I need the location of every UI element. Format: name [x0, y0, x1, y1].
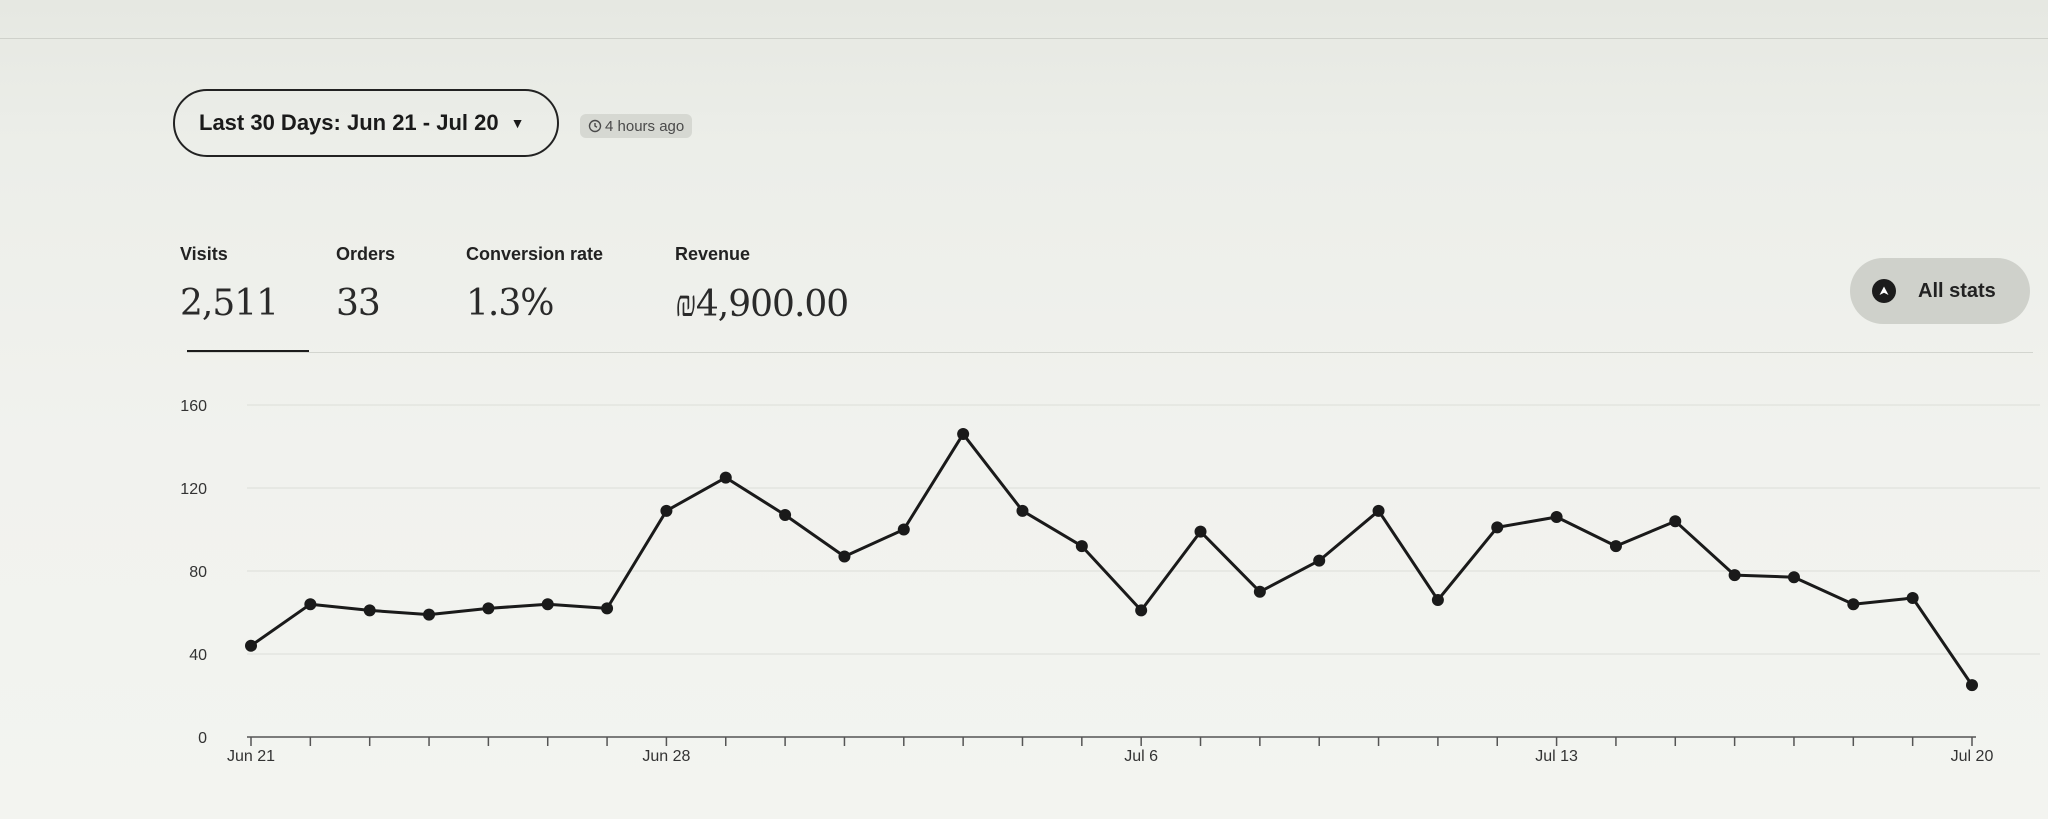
data-point — [660, 504, 673, 517]
data-point — [1966, 679, 1978, 692]
data-point — [1194, 525, 1207, 538]
y-tick-label: 40 — [189, 647, 207, 664]
data-point — [1372, 504, 1385, 517]
data-point — [1609, 540, 1622, 553]
stat-value: 33 — [336, 283, 381, 324]
stat-value: ₪4,900.00 — [675, 284, 849, 325]
top-divider — [0, 38, 2048, 39]
active-stat-indicator — [187, 350, 309, 353]
date-range-dropdown[interactable]: Last 30 Days: Jun 21 - Jul 20 ▼ — [173, 89, 559, 157]
data-point — [423, 608, 436, 621]
x-tick-label: Jul 13 — [1535, 748, 1578, 765]
date-range-label: Last 30 Days: Jun 21 - Jul 20 — [199, 110, 499, 135]
data-point — [363, 604, 376, 617]
x-tick-label: Jul 6 — [1124, 748, 1158, 765]
last-updated-badge: 4 hours ago — [580, 114, 693, 138]
x-tick-label: Jun 28 — [642, 748, 690, 765]
stat-label: Revenue — [675, 244, 751, 264]
data-point — [601, 602, 614, 615]
series-line — [250, 432, 1974, 686]
stat-label: Orders — [336, 244, 396, 264]
data-point — [1491, 521, 1504, 534]
data-point — [957, 428, 970, 441]
y-tick-label: 160 — [180, 398, 207, 415]
data-point — [1431, 594, 1444, 607]
stat-conversion-rate[interactable]: Conversion rate 1.3% — [466, 244, 603, 324]
data-point — [1135, 604, 1148, 617]
stat-value: 1.3% — [466, 283, 554, 324]
triangle-arrow-icon — [1872, 279, 1896, 303]
y-tick-label: 80 — [189, 564, 207, 581]
stats-divider — [187, 352, 2033, 353]
data-point — [838, 550, 851, 563]
data-point — [1728, 569, 1741, 582]
data-point — [1787, 571, 1800, 584]
stat-orders[interactable]: Orders 33 — [336, 244, 395, 324]
y-tick-label: 120 — [180, 481, 207, 498]
stat-label: Conversion rate — [466, 244, 604, 264]
data-point — [482, 602, 495, 615]
data-point — [897, 523, 910, 536]
stat-label: Visits — [180, 244, 228, 264]
data-point — [1075, 540, 1088, 553]
stat-revenue[interactable]: Revenue ₪4,900.00 — [675, 244, 849, 325]
data-point — [1847, 598, 1860, 611]
caret-down-icon: ▼ — [510, 115, 525, 131]
data-point — [719, 471, 732, 484]
data-point — [1313, 554, 1326, 567]
data-point — [1016, 504, 1029, 517]
x-tick-label: Jul 20 — [1951, 748, 1994, 765]
clock-icon — [588, 119, 602, 133]
stat-value: 2,511 — [180, 283, 279, 324]
data-point — [1550, 511, 1563, 524]
last-updated-text: 4 hours ago — [605, 117, 685, 135]
stat-visits[interactable]: Visits 2,511 — [180, 244, 279, 324]
data-point — [541, 598, 554, 611]
x-tick-label: Jun 21 — [227, 748, 275, 765]
all-stats-button[interactable]: All stats — [1850, 258, 2030, 324]
data-point — [1253, 585, 1266, 598]
data-point — [245, 639, 257, 652]
data-point — [304, 598, 317, 611]
data-point — [1669, 515, 1682, 528]
y-tick-label: 0 — [198, 730, 207, 747]
data-point — [1906, 591, 1919, 604]
all-stats-label: All stats — [1918, 279, 1996, 302]
data-point — [779, 508, 792, 521]
